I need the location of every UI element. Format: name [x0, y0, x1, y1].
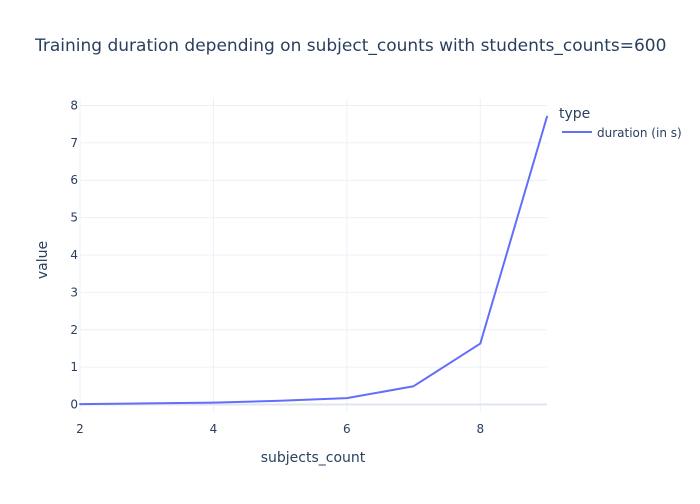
y-tick-label: 7	[70, 136, 78, 150]
y-axis-title: value	[35, 241, 51, 279]
y-tick-label: 5	[70, 211, 78, 225]
data-point[interactable]	[477, 341, 483, 347]
legend[interactable]: type duration (in s)	[559, 106, 682, 140]
data-point[interactable]	[77, 401, 83, 407]
data-point[interactable]	[210, 400, 216, 406]
y-tick-label: 3	[70, 285, 78, 299]
y-tick-label: 0	[70, 398, 78, 412]
x-tick-label: 4	[210, 422, 218, 436]
series-layer	[77, 114, 550, 407]
data-point[interactable]	[277, 398, 283, 404]
grid	[79, 98, 547, 412]
series-line[interactable]	[79, 115, 548, 406]
y-tick-label: 1	[70, 360, 78, 374]
x-tick-label: 2	[76, 422, 84, 436]
x-tick-label: 8	[476, 422, 484, 436]
y-tick-label: 6	[70, 173, 78, 187]
axes: 2 4 6 8 0 1 2 3 4 5 6 7 8	[70, 98, 484, 436]
x-axis-title: subjects_count	[261, 450, 366, 466]
data-point[interactable]	[144, 400, 150, 406]
legend-item[interactable]: duration (in s)	[562, 126, 682, 140]
data-point[interactable]	[411, 383, 417, 389]
chart-title: Training duration depending on subject_c…	[34, 36, 666, 56]
legend-title: type	[559, 106, 590, 122]
y-tick-label: 4	[70, 248, 78, 262]
legend-label: duration (in s)	[597, 126, 682, 140]
data-point[interactable]	[544, 114, 550, 120]
y-tick-label: 8	[70, 98, 78, 112]
x-tick-label: 6	[343, 422, 351, 436]
data-point[interactable]	[344, 395, 350, 401]
y-tick-label: 2	[70, 323, 78, 337]
legend-items[interactable]: duration (in s)	[562, 126, 682, 140]
